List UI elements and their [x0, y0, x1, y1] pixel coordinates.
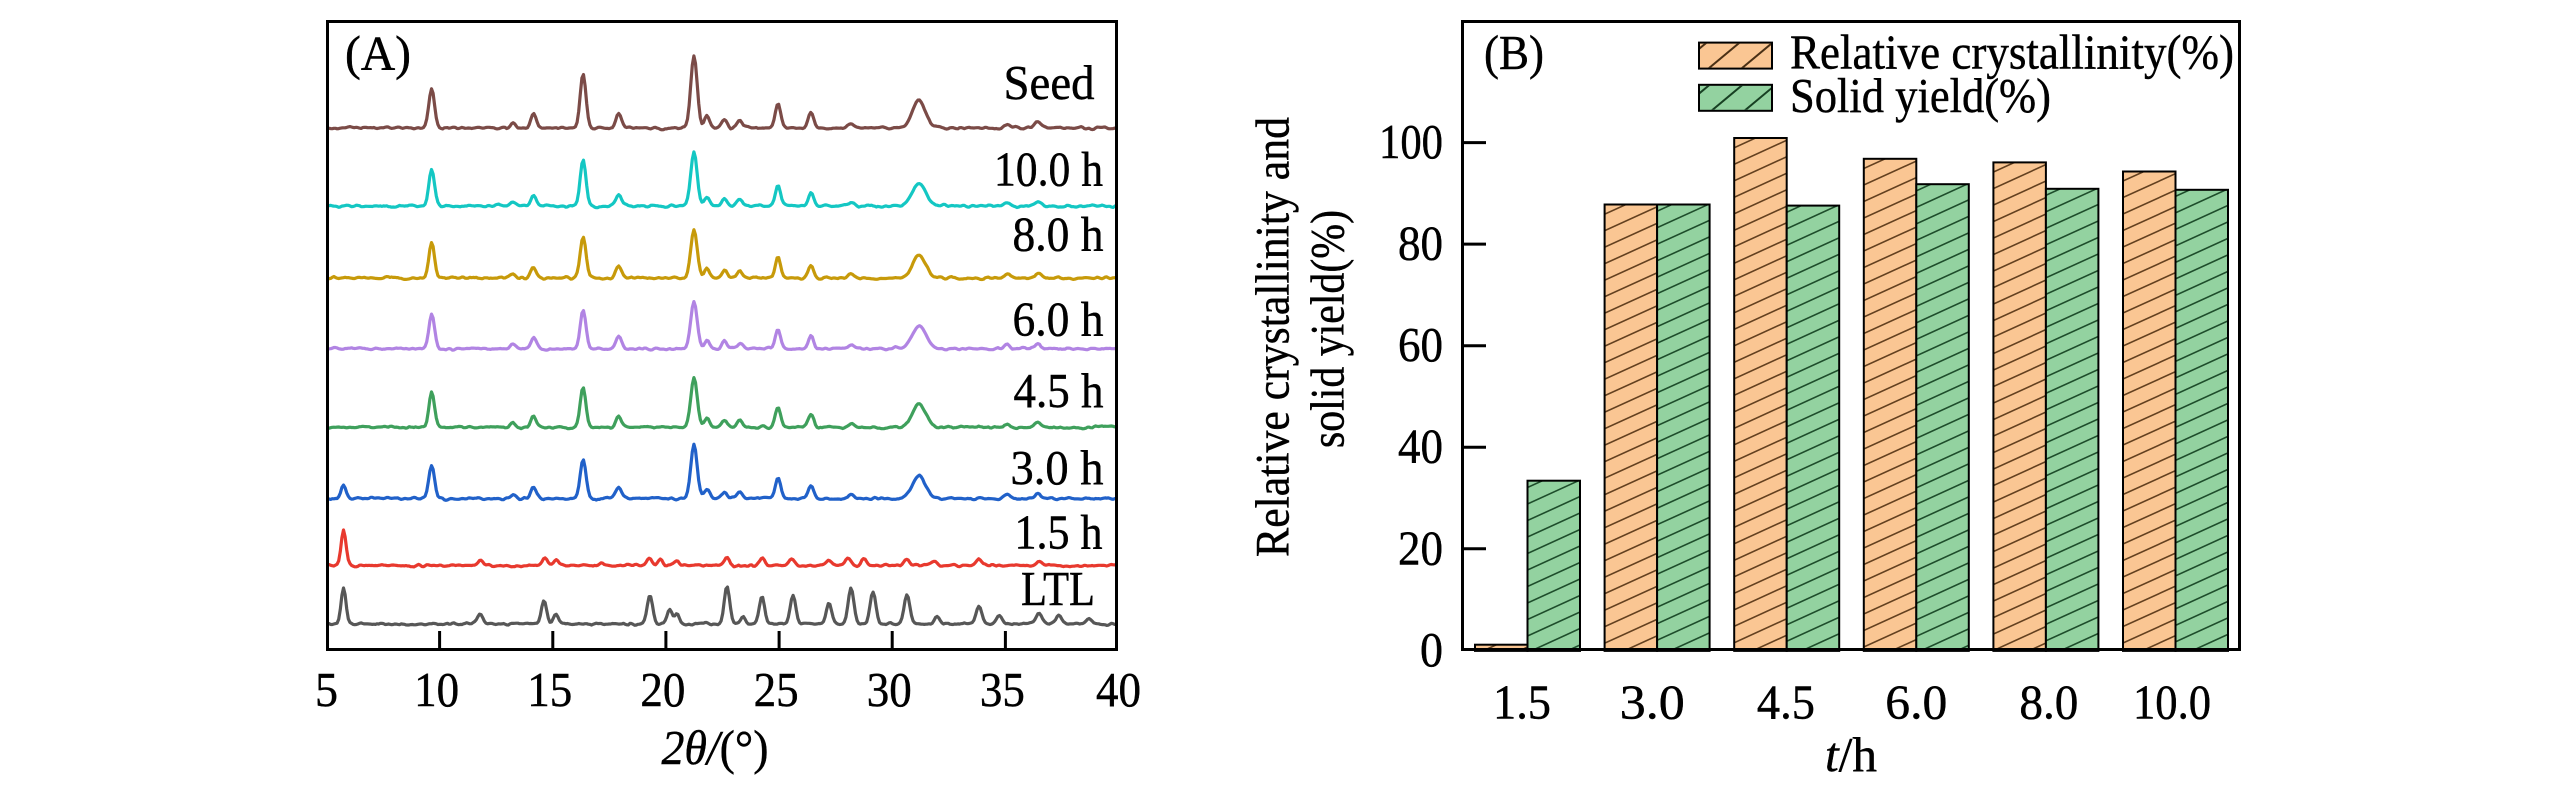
svg-text:80: 80	[1398, 216, 1443, 271]
svg-text:20: 20	[1398, 520, 1443, 575]
svg-text:10.0 h: 10.0 h	[994, 142, 1103, 197]
svg-text:1.5 h: 1.5 h	[1015, 504, 1103, 559]
svg-text:35: 35	[980, 662, 1025, 717]
svg-text:2θ/(°): 2θ/(°)	[662, 720, 769, 775]
svg-text:1.5: 1.5	[1493, 675, 1551, 730]
svg-text:100: 100	[1379, 114, 1443, 169]
svg-text:5: 5	[315, 662, 338, 717]
svg-text:40: 40	[1398, 419, 1443, 474]
svg-text:Seed: Seed	[1004, 55, 1095, 110]
svg-text:6.0 h: 6.0 h	[1013, 292, 1104, 347]
svg-text:20: 20	[640, 662, 685, 717]
svg-text:30: 30	[867, 662, 912, 717]
svg-text:60: 60	[1398, 317, 1443, 372]
svg-text:10.0: 10.0	[2133, 675, 2211, 730]
svg-text:0: 0	[1420, 622, 1443, 677]
svg-text:15: 15	[527, 662, 572, 717]
svg-text:Relative crystallinity(%): Relative crystallinity(%)	[1790, 25, 2234, 80]
svg-text:3.0 h: 3.0 h	[1011, 440, 1104, 495]
svg-text:3.0: 3.0	[1620, 675, 1685, 730]
svg-text:8.0 h: 8.0 h	[1013, 207, 1104, 262]
svg-text:8.0: 8.0	[2019, 675, 2078, 730]
svg-text:LTL: LTL	[1021, 561, 1095, 616]
svg-text:25: 25	[754, 662, 799, 717]
svg-text:(A): (A)	[345, 26, 411, 81]
svg-text:Relative crystallinity and: Relative crystallinity and	[1247, 117, 1300, 557]
svg-text:t/h: t/h	[1825, 727, 1877, 782]
svg-text:4.5 h: 4.5 h	[1014, 363, 1104, 418]
svg-text:Solid yield(%): Solid yield(%)	[1790, 68, 2051, 123]
svg-text:solid yield(%): solid yield(%)	[1302, 210, 1355, 448]
svg-text:10: 10	[414, 662, 459, 717]
svg-text:4.5: 4.5	[1757, 675, 1815, 730]
svg-text:(B): (B)	[1484, 25, 1544, 80]
svg-text:6.0: 6.0	[1885, 675, 1947, 730]
svg-text:40: 40	[1096, 662, 1141, 717]
